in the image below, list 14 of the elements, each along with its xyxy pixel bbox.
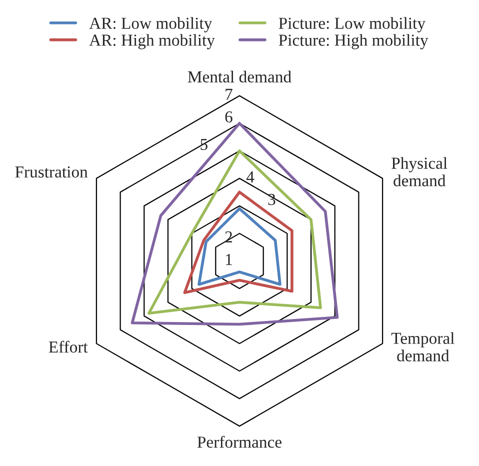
spoke-label: Effort (48, 340, 88, 353)
legend-label: AR: Low mobility (89, 17, 212, 32)
spoke-label: Frustration (15, 166, 88, 178)
legend-label: AR: High mobility (89, 34, 215, 50)
spoke-label: Physical demand (392, 157, 448, 186)
y-tick-label: 7 (226, 88, 232, 100)
y-tick-label: 6 (225, 111, 232, 123)
y-tick-label: 4 (246, 171, 254, 182)
spoke-label: Performance (197, 436, 282, 448)
legend-label: Picture: Low mobility (278, 17, 426, 32)
spoke-label: Mental demand (188, 70, 292, 82)
spoke-label: Temporal demand (391, 332, 454, 362)
legend-label: Picture: High mobility (278, 34, 428, 50)
y-tick-label: 1 (226, 254, 232, 265)
